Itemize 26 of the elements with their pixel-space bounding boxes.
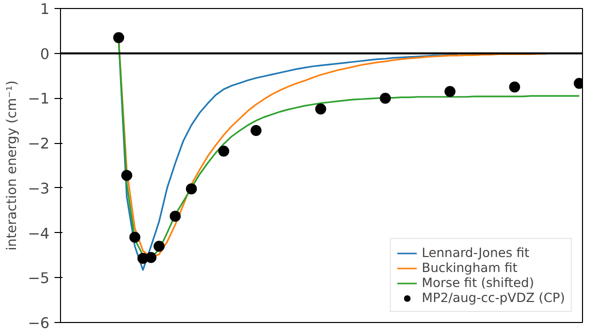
point <box>170 210 181 222</box>
point <box>315 103 326 114</box>
y-tick-label: −3 <box>28 180 50 198</box>
legend-label: Buckingham fit <box>422 260 518 275</box>
point <box>509 82 520 92</box>
point <box>380 92 391 104</box>
y-tick-label: −6 <box>28 315 50 330</box>
point <box>154 240 165 252</box>
point <box>250 125 262 136</box>
point <box>186 183 197 194</box>
point <box>121 170 132 181</box>
point <box>218 146 230 157</box>
y-tick-label: −4 <box>28 225 50 242</box>
y-tick-label: −2 <box>28 136 50 153</box>
point <box>444 86 456 97</box>
y-tick-label: −1 <box>28 90 50 108</box>
y-tick-label: 0 <box>40 46 50 63</box>
y-axis-title: interaction energy (cm⁻¹) <box>4 80 20 251</box>
y-tick-label: 1 <box>40 1 50 18</box>
y-tick-label: −5 <box>28 270 50 288</box>
legend-label: Morse fit (shifted) <box>422 275 534 290</box>
point <box>129 232 140 243</box>
point <box>113 32 124 44</box>
point <box>146 252 156 263</box>
legend-label: MP2/aug-cc-pVDZ (CP) <box>422 290 565 305</box>
legend-label: Lennard-Jones fit <box>422 245 530 260</box>
